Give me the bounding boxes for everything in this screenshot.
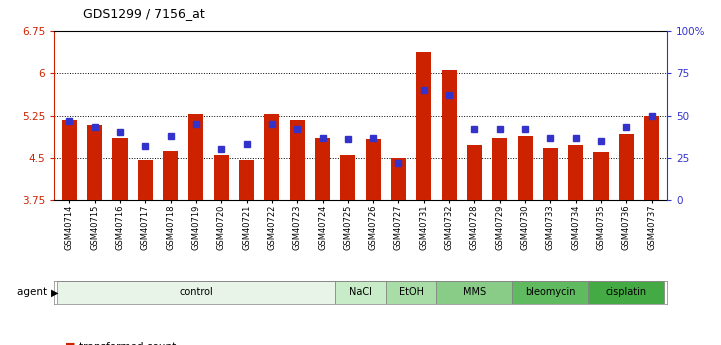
Bar [467, 146, 482, 200]
Bar [163, 150, 178, 200]
Bar [391, 158, 406, 200]
Text: transformed count: transformed count [79, 342, 177, 345]
Text: ▶: ▶ [50, 287, 58, 297]
Text: ■: ■ [65, 342, 76, 345]
Text: MMS: MMS [463, 287, 486, 297]
Text: bleomycin: bleomycin [525, 287, 575, 297]
Bar [416, 52, 431, 200]
Bar [513, 281, 588, 304]
Bar [112, 138, 128, 200]
Bar [619, 134, 634, 200]
Bar [644, 116, 659, 200]
Text: cisplatin: cisplatin [606, 287, 647, 297]
Bar [87, 125, 102, 200]
Bar [593, 152, 609, 200]
Bar [588, 281, 664, 304]
Bar [518, 136, 533, 200]
Bar [366, 139, 381, 200]
Bar [138, 159, 153, 200]
Text: agent: agent [17, 287, 50, 297]
Bar [57, 281, 335, 304]
Bar [543, 148, 558, 200]
Text: EtOH: EtOH [399, 287, 424, 297]
Bar [441, 70, 456, 200]
Bar [568, 146, 583, 200]
Bar [290, 119, 305, 200]
Bar [239, 159, 254, 200]
Bar [213, 155, 229, 200]
Bar [386, 281, 436, 304]
Bar [315, 138, 330, 200]
Bar [492, 138, 508, 200]
Bar [436, 281, 513, 304]
Bar [335, 281, 386, 304]
Text: NaCl: NaCl [349, 287, 372, 297]
Text: GDS1299 / 7156_at: GDS1299 / 7156_at [83, 7, 205, 20]
Text: control: control [179, 287, 213, 297]
Bar [188, 115, 203, 200]
Bar [265, 115, 280, 200]
Bar [340, 155, 355, 200]
Bar [62, 119, 77, 200]
